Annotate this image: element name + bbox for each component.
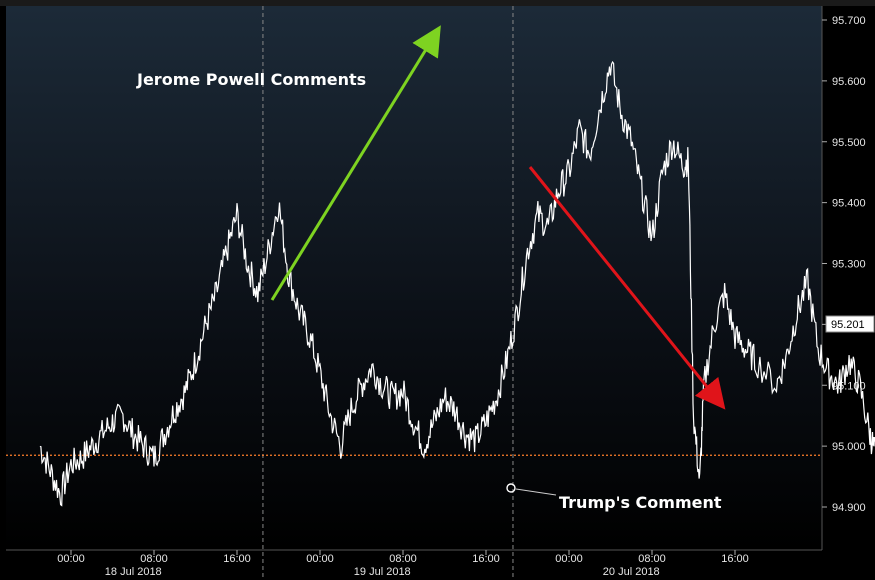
y-tick-label: 95.500	[832, 137, 866, 149]
trump-annotation: Trump's Comment	[559, 493, 722, 512]
x-tick-label: 00:00	[57, 553, 85, 565]
powell-annotation: Jerome Powell Comments	[137, 70, 367, 89]
last-price-tag: 95.201	[825, 315, 875, 333]
x-tick-label: 08:00	[638, 553, 666, 565]
xaxis-panel	[0, 550, 822, 580]
x-tick-label: 16:00	[721, 553, 749, 565]
x-tick-label: 00:00	[555, 553, 583, 565]
x-tick-label: 16:00	[472, 553, 500, 565]
y-tick-label: 95.600	[832, 76, 866, 88]
red-down-arrow	[528, 166, 726, 410]
price-series-line	[39, 60, 875, 507]
axis-panel	[822, 6, 875, 580]
last-price-label: 95.201	[831, 319, 865, 331]
y-tick-label: 95.300	[832, 259, 866, 271]
trump-callout-line	[515, 488, 557, 496]
x-tick-label: 08:00	[389, 553, 417, 565]
x-date-label: 19 Jul 2018	[354, 566, 411, 578]
x-date-label: 18 Jul 2018	[105, 566, 162, 578]
y-tick-label: 95.000	[832, 441, 866, 453]
trump-callout-marker	[506, 483, 516, 493]
toolbar-strip	[0, 0, 875, 6]
y-tick-label: 95.700	[832, 15, 866, 27]
y-tick-label: 95.400	[832, 198, 866, 210]
green-up-arrow	[270, 25, 441, 301]
x-date-label: 20 Jul 2018	[603, 566, 660, 578]
y-tick-label: 94.900	[832, 502, 866, 514]
x-tick-label: 16:00	[223, 553, 251, 565]
x-tick-label: 00:00	[306, 553, 334, 565]
x-tick-label: 08:00	[140, 553, 168, 565]
plot-background	[6, 6, 822, 550]
